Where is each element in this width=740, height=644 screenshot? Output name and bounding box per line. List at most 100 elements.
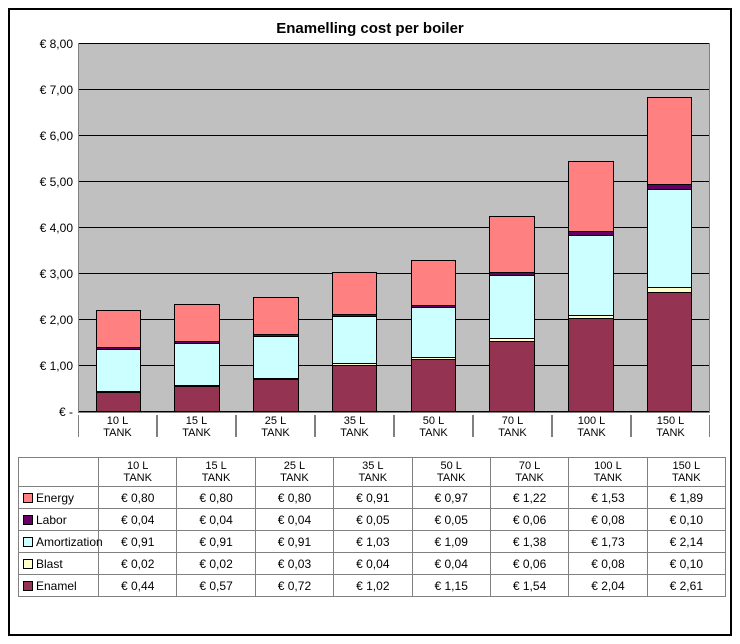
bar-segment-amortization xyxy=(489,275,535,338)
legend-swatch xyxy=(23,581,33,591)
plot: € -€ 1,00€ 2,00€ 3,00€ 4,00€ 5,00€ 6,00€… xyxy=(78,43,710,413)
data-cell: € 0,80 xyxy=(177,487,255,509)
data-cell: € 0,04 xyxy=(255,509,333,531)
data-cell: € 0,72 xyxy=(255,575,333,597)
data-cell: € 0,80 xyxy=(255,487,333,509)
series-label: Enamel xyxy=(36,579,77,593)
bar-segment-energy xyxy=(411,260,457,305)
bar-segment-enamel xyxy=(253,379,299,412)
stacked-bar xyxy=(174,44,220,412)
x-axis-labels: 10 L TANK15 L TANK25 L TANK35 L TANK50 L… xyxy=(78,415,710,437)
data-cell: € 0,10 xyxy=(647,509,725,531)
table-row: Enamel€ 0,44€ 0,57€ 0,72€ 1,02€ 1,15€ 1,… xyxy=(19,575,726,597)
column-header: 35 LTANK xyxy=(334,458,412,487)
bar-column xyxy=(315,44,394,412)
y-tick-label: € 4,00 xyxy=(29,221,79,235)
bar-segment-enamel xyxy=(332,365,378,412)
y-tick-label: € 8,00 xyxy=(29,37,79,51)
data-cell: € 2,14 xyxy=(647,531,725,553)
x-tick-label: 50 L TANK xyxy=(394,415,473,437)
series-label: Labor xyxy=(36,513,67,527)
column-header: 10 LTANK xyxy=(99,458,177,487)
x-tick-label: 100 L TANK xyxy=(552,415,631,437)
bar-column xyxy=(473,44,552,412)
table-row: Energy€ 0,80€ 0,80€ 0,80€ 0,91€ 0,97€ 1,… xyxy=(19,487,726,509)
data-cell: € 0,91 xyxy=(334,487,412,509)
series-label: Energy xyxy=(36,491,74,505)
data-cell: € 0,10 xyxy=(647,553,725,575)
bars xyxy=(79,44,709,412)
series-label: Amortization xyxy=(36,535,103,549)
legend-swatch xyxy=(23,493,33,503)
data-cell: € 1,03 xyxy=(334,531,412,553)
legend-swatch xyxy=(23,515,33,525)
bar-segment-enamel xyxy=(411,359,457,412)
data-cell: € 1,73 xyxy=(569,531,647,553)
data-cell: € 0,97 xyxy=(412,487,490,509)
column-header: 150 LTANK xyxy=(647,458,725,487)
data-cell: € 1,54 xyxy=(490,575,568,597)
data-cell: € 0,02 xyxy=(99,553,177,575)
table-corner xyxy=(19,458,99,487)
table-row: Amortization€ 0,91€ 0,91€ 0,91€ 1,03€ 1,… xyxy=(19,531,726,553)
data-cell: € 1,53 xyxy=(569,487,647,509)
row-header: Enamel xyxy=(19,575,99,597)
x-tick-label: 25 L TANK xyxy=(236,415,315,437)
data-cell: € 2,61 xyxy=(647,575,725,597)
chart-plot-area: € -€ 1,00€ 2,00€ 3,00€ 4,00€ 5,00€ 6,00€… xyxy=(18,43,722,433)
bar-segment-energy xyxy=(568,161,614,231)
bar-column xyxy=(79,44,158,412)
chart-container: Enamelling cost per boiler € -€ 1,00€ 2,… xyxy=(8,8,732,636)
stacked-bar xyxy=(332,44,378,412)
x-tick-label: 150 L TANK xyxy=(631,415,710,437)
chart-title: Enamelling cost per boiler xyxy=(10,10,730,43)
bar-segment-energy xyxy=(96,310,142,347)
data-cell: € 0,80 xyxy=(99,487,177,509)
data-cell: € 1,15 xyxy=(412,575,490,597)
stacked-bar xyxy=(647,44,693,412)
bar-column xyxy=(237,44,316,412)
bar-segment-energy xyxy=(489,216,535,272)
bar-segment-amortization xyxy=(96,349,142,391)
stacked-bar xyxy=(489,44,535,412)
bar-segment-amortization xyxy=(647,189,693,287)
data-table: 10 LTANK15 LTANK25 LTANK35 LTANK50 LTANK… xyxy=(18,457,726,597)
bar-segment-amortization xyxy=(332,316,378,363)
data-cell: € 0,06 xyxy=(490,509,568,531)
bar-segment-energy xyxy=(253,297,299,334)
bar-segment-enamel xyxy=(568,318,614,412)
bar-segment-amortization xyxy=(411,307,457,357)
legend-swatch xyxy=(23,537,33,547)
x-tick-label: 10 L TANK xyxy=(78,415,157,437)
column-header: 25 LTANK xyxy=(255,458,333,487)
data-cell: € 0,05 xyxy=(412,509,490,531)
data-cell: € 1,09 xyxy=(412,531,490,553)
row-header: Labor xyxy=(19,509,99,531)
bar-column xyxy=(394,44,473,412)
row-header: Amortization xyxy=(19,531,99,553)
data-cell: € 0,05 xyxy=(334,509,412,531)
data-cell: € 0,08 xyxy=(569,553,647,575)
x-tick-label: 35 L TANK xyxy=(315,415,394,437)
data-cell: € 0,03 xyxy=(255,553,333,575)
y-tick-label: € - xyxy=(29,405,79,419)
data-cell: € 0,57 xyxy=(177,575,255,597)
bar-segment-energy xyxy=(174,304,220,341)
column-header: 50 LTANK xyxy=(412,458,490,487)
data-cell: € 0,04 xyxy=(334,553,412,575)
column-header: 15 LTANK xyxy=(177,458,255,487)
bar-segment-enamel xyxy=(647,292,693,412)
stacked-bar xyxy=(253,44,299,412)
table-row: Blast€ 0,02€ 0,02€ 0,03€ 0,04€ 0,04€ 0,0… xyxy=(19,553,726,575)
bar-segment-amortization xyxy=(253,336,299,378)
data-cell: € 0,02 xyxy=(177,553,255,575)
y-tick-label: € 7,00 xyxy=(29,83,79,97)
y-tick-label: € 5,00 xyxy=(29,175,79,189)
data-cell: € 0,08 xyxy=(569,509,647,531)
data-cell: € 1,38 xyxy=(490,531,568,553)
x-tick-label: 15 L TANK xyxy=(157,415,236,437)
data-cell: € 0,44 xyxy=(99,575,177,597)
stacked-bar xyxy=(96,44,142,412)
data-cell: € 0,06 xyxy=(490,553,568,575)
bar-segment-energy xyxy=(332,272,378,314)
